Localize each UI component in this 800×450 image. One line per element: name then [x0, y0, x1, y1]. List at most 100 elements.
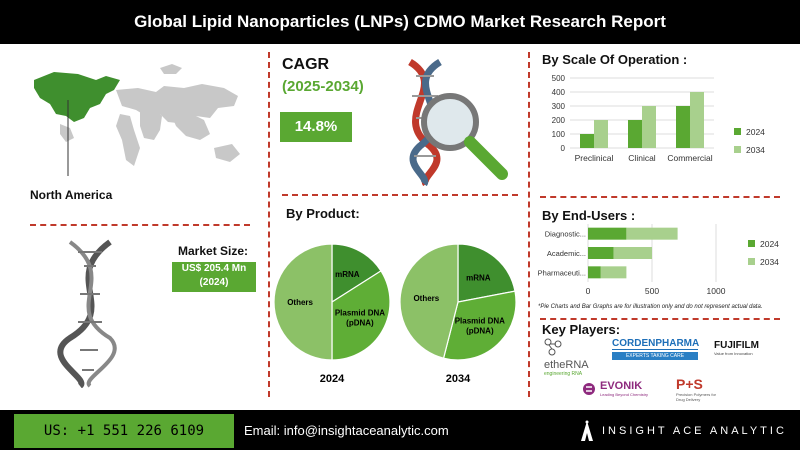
logo-cordenpharma: CORDENPHARMA EXPERTS TAKING CARE	[612, 338, 700, 366]
evonik-icon	[583, 383, 595, 395]
logo-fujifilm: FUJIFILM Value from Innovation	[714, 340, 784, 356]
divider-right	[528, 52, 530, 397]
logo-cordenpharma-tagline: EXPERTS TAKING CARE	[612, 352, 698, 360]
dna-helix-icon	[57, 239, 117, 388]
scale-bar	[642, 106, 656, 148]
scale-category-label: Commercial	[667, 153, 712, 163]
logo-etherna-name: etheRNA	[544, 359, 589, 371]
title-bar	[0, 0, 800, 44]
endusers-title: By End-Users :	[542, 208, 636, 223]
pie-slice	[442, 290, 517, 361]
region-label: North America	[30, 188, 113, 202]
email-address[interactable]: Email: info@insightaceanalytic.com	[244, 423, 449, 438]
molecule-icon	[544, 338, 562, 356]
pie-slice	[331, 243, 382, 304]
key-players-heading: Key Players:	[542, 322, 621, 337]
scale-bar	[628, 120, 642, 148]
endusers-bar	[600, 266, 627, 279]
product-pie-charts: mRNA Plasmid DNA (pDNA) Others 2024 mRNA Plasm…	[273, 243, 517, 385]
endusers-legend-swatch	[748, 258, 755, 265]
pie-slice	[399, 243, 459, 359]
endusers-xtick: 1000	[707, 286, 726, 296]
pie-slice-label: Plasmid DNA (pDNA)	[335, 308, 385, 327]
logo-fujifilm-name: FUJIFILM	[714, 340, 759, 351]
north-america-shape	[34, 72, 120, 122]
pie-year-label: 2034	[446, 373, 471, 385]
logo-ps-name: P+S	[676, 376, 703, 392]
scale-legend-label: 2034	[746, 145, 765, 155]
logo-evonik-name: EVONIK	[600, 380, 643, 392]
scale-bar-chart: 0 100 200 300 400 500 Preclinical Clinical Comme…	[552, 74, 766, 163]
scale-ytick: 500	[552, 74, 566, 83]
brand-logo-icon	[581, 420, 593, 441]
phone-number[interactable]: US: +1 551 226 6109	[43, 423, 205, 439]
scale-category-label: Preclinical	[575, 153, 614, 163]
endusers-category-label: Academic...	[547, 249, 586, 258]
pie-slice	[331, 270, 391, 361]
scale-bar	[690, 92, 704, 148]
scale-ytick: 400	[552, 88, 566, 97]
endusers-bar	[588, 266, 601, 279]
logo-cordenpharma-name: CORDENPHARMA	[612, 338, 700, 350]
report-title: Global Lipid Nanoparticles (LNPs) CDMO M…	[134, 12, 666, 31]
endusers-bar	[588, 247, 614, 259]
cagr-value: 14.8%	[294, 118, 338, 135]
endusers-legend-swatch	[748, 240, 755, 247]
endusers-bar	[613, 247, 652, 259]
scale-ytick: 100	[552, 130, 566, 139]
scale-ytick: 0	[561, 144, 566, 153]
market-size-year: (2024)	[199, 277, 229, 288]
endusers-bar-chart: 0 500 1000 Diagnostic... Academic... Pharmace…	[538, 224, 779, 296]
product-title: By Product:	[286, 206, 360, 221]
endusers-category-label: Pharmaceuti...	[538, 268, 586, 277]
cagr-period: (2025-2034)	[282, 78, 364, 95]
divider-right-h2	[540, 318, 780, 320]
endusers-xtick: 500	[645, 286, 659, 296]
scale-title: By Scale Of Operation :	[542, 52, 688, 67]
logo-evonik: EVONIK Leading Beyond Chemistry	[582, 380, 662, 397]
dna-magnifier-icon	[408, 59, 508, 186]
pie-slice	[273, 243, 333, 361]
phone-box	[14, 414, 234, 448]
endusers-xtick: 0	[586, 286, 591, 296]
logo-ps-tagline: Precision Polymers for Drug Delivery	[676, 392, 717, 402]
divider-right-h1	[540, 196, 780, 198]
pie-slice-label: mRNA	[466, 273, 491, 282]
scale-bar	[580, 134, 594, 148]
world-map	[34, 64, 240, 176]
scale-bar	[676, 106, 690, 148]
pie-slice-label: Others	[287, 298, 313, 307]
divider-mid-h	[282, 194, 518, 196]
divider-left-h	[30, 224, 250, 226]
cagr-box	[280, 112, 352, 142]
cagr-label: CAGR	[282, 56, 330, 73]
brand-name: INSIGHT ACE ANALYTIC	[602, 425, 787, 437]
pie-slice-label: mRNA	[335, 270, 360, 279]
logo-etherna: etheRNA engineering RNA	[544, 338, 604, 377]
scale-legend-label: 2024	[746, 127, 765, 137]
scale-legend-swatch	[734, 128, 741, 135]
scale-ytick: 300	[552, 102, 566, 111]
logo-fujifilm-tagline: Value from Innovation	[714, 351, 753, 356]
scale-legend-swatch	[734, 146, 741, 153]
pie-year-label: 2024	[320, 373, 345, 385]
market-size-label: Market Size:	[178, 244, 249, 258]
logo-evonik-tagline: Leading Beyond Chemistry	[600, 392, 649, 397]
magnifier-handle	[464, 136, 508, 180]
pie-slice	[457, 243, 516, 303]
pie-slice-label: Plasmid DNA (pDNA)	[455, 316, 505, 335]
market-size-box	[172, 262, 256, 292]
endusers-legend-label: 2024	[760, 239, 779, 249]
magnifier-lens	[421, 93, 479, 151]
endusers-legend-label: 2034	[760, 257, 779, 267]
endusers-category-label: Diagnostic...	[545, 230, 586, 239]
scale-ytick: 200	[552, 116, 566, 125]
endusers-bar	[588, 227, 627, 240]
logo-ps: P+S Precision Polymers for Drug Delivery	[676, 376, 736, 402]
divider-left	[268, 52, 270, 397]
pie-slice-label: Others	[413, 294, 439, 303]
scale-category-label: Clinical	[628, 153, 656, 163]
scale-bar	[594, 120, 608, 148]
endusers-bar	[626, 227, 678, 240]
logo-etherna-tagline: engineering RNA	[544, 371, 583, 377]
